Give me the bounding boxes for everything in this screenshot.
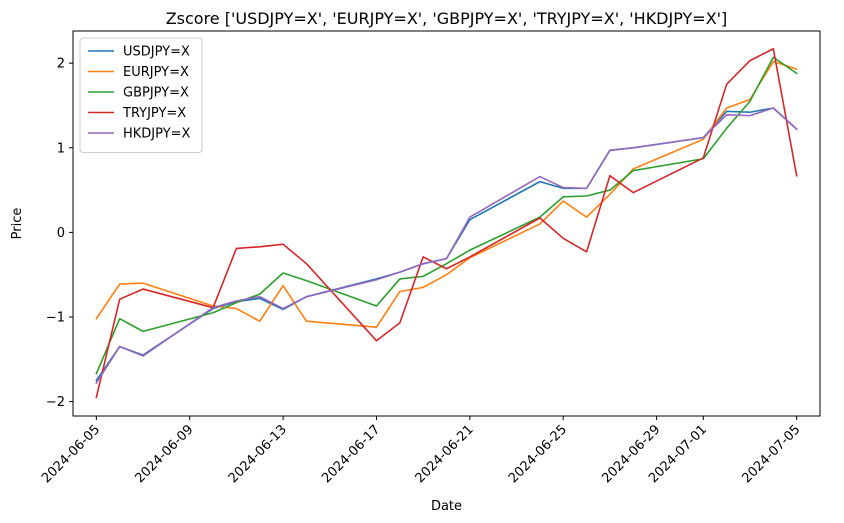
legend-label: EURJPY=X [123, 65, 189, 80]
y-axis-ticks: −2 −1 0 1 2 [46, 57, 73, 410]
x-tick-label: 2024-07-05 [739, 422, 803, 486]
x-tick-label: 2024-06-09 [133, 422, 197, 486]
y-tick-label: −2 [46, 395, 65, 410]
y-tick-label: 2 [57, 57, 65, 72]
x-axis-label: Date [431, 499, 462, 514]
series-layer [95, 47, 798, 399]
x-tick-label: 2024-06-17 [319, 422, 383, 486]
legend-label: USDJPY=X [123, 45, 190, 60]
plot-frame [72, 30, 821, 417]
legend: USDJPY=X EURJPY=X GBPJPY=X TRYJPY=X HKDJPY=X [79, 37, 203, 153]
x-tick-label: 2024-06-05 [39, 422, 103, 486]
chart-title: Zscore ['USDJPY=X', 'EURJPY=X', 'GBPJPY=… [166, 9, 728, 28]
series-line-hkdjpy-x [95, 107, 798, 385]
series-line-eurjpy-x [95, 60, 798, 328]
series-line-gbpjpy-x [95, 56, 798, 375]
y-tick-label: 1 [57, 141, 65, 156]
y-tick-label: 0 [57, 226, 65, 241]
y-axis-label: Price [10, 208, 25, 240]
x-tick-label: 2024-06-21 [413, 422, 477, 486]
x-tick-label: 2024-06-13 [226, 422, 290, 486]
legend-label: GBPJPY=X [123, 86, 189, 101]
x-tick-label: 2024-06-25 [506, 422, 570, 486]
x-axis-ticks: 2024-06-05 2024-06-09 2024-06-13 2024-06-17… [39, 416, 803, 486]
y-tick-label: −1 [46, 311, 65, 326]
series-line-tryjpy-x [95, 47, 798, 399]
legend-box [79, 37, 203, 153]
legend-label: TRYJPY=X [122, 106, 186, 121]
legend-label: HKDJPY=X [123, 127, 191, 142]
